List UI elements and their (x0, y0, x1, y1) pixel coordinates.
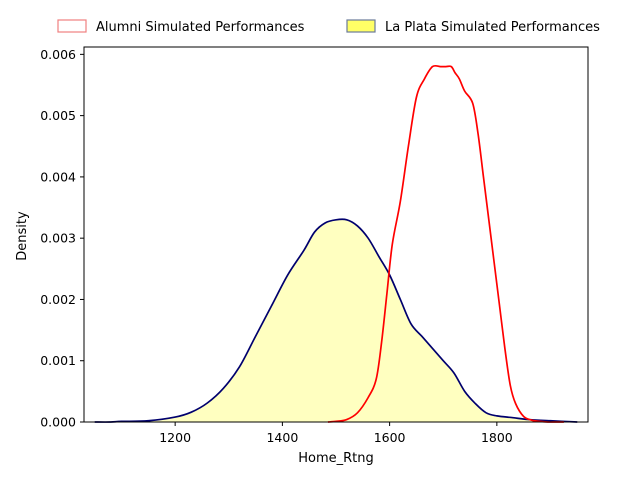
x-tick-label: 1800 (481, 430, 513, 445)
legend-label-la-plata: La Plata Simulated Performances (385, 20, 600, 35)
x-tick-label: 1400 (266, 430, 298, 445)
density-line-la-plata (94, 218, 578, 423)
legend: Alumni Simulated Performances La Plata S… (57, 19, 600, 35)
density-line-alumni (327, 64, 564, 423)
y-tick-label: 0.001 (40, 353, 76, 368)
axes: 1200 1400 1600 1800 0.000 0.001 0.002 0.003 0.00… (40, 46, 589, 445)
y-tick-label: 0.000 (40, 415, 76, 430)
legend-swatch-la-plata (346, 19, 376, 33)
plot-area (94, 64, 578, 423)
y-tick-label: 0.005 (40, 108, 76, 123)
y-tick-label: 0.006 (40, 47, 76, 62)
y-tick-label: 0.002 (40, 292, 76, 307)
legend-swatch-alumni (57, 19, 87, 33)
y-tick-label: 0.004 (40, 169, 76, 184)
x-axis-title: Home_Rtng (298, 451, 374, 466)
axes-frame (83, 46, 589, 423)
density-fill-la-plata (94, 219, 578, 423)
y-axis-title: Density (15, 211, 30, 261)
x-tick-label: 1600 (374, 430, 406, 445)
legend-label-alumni: Alumni Simulated Performances (96, 20, 305, 35)
y-tick-label: 0.003 (40, 231, 76, 246)
x-tick-label: 1200 (159, 430, 191, 445)
